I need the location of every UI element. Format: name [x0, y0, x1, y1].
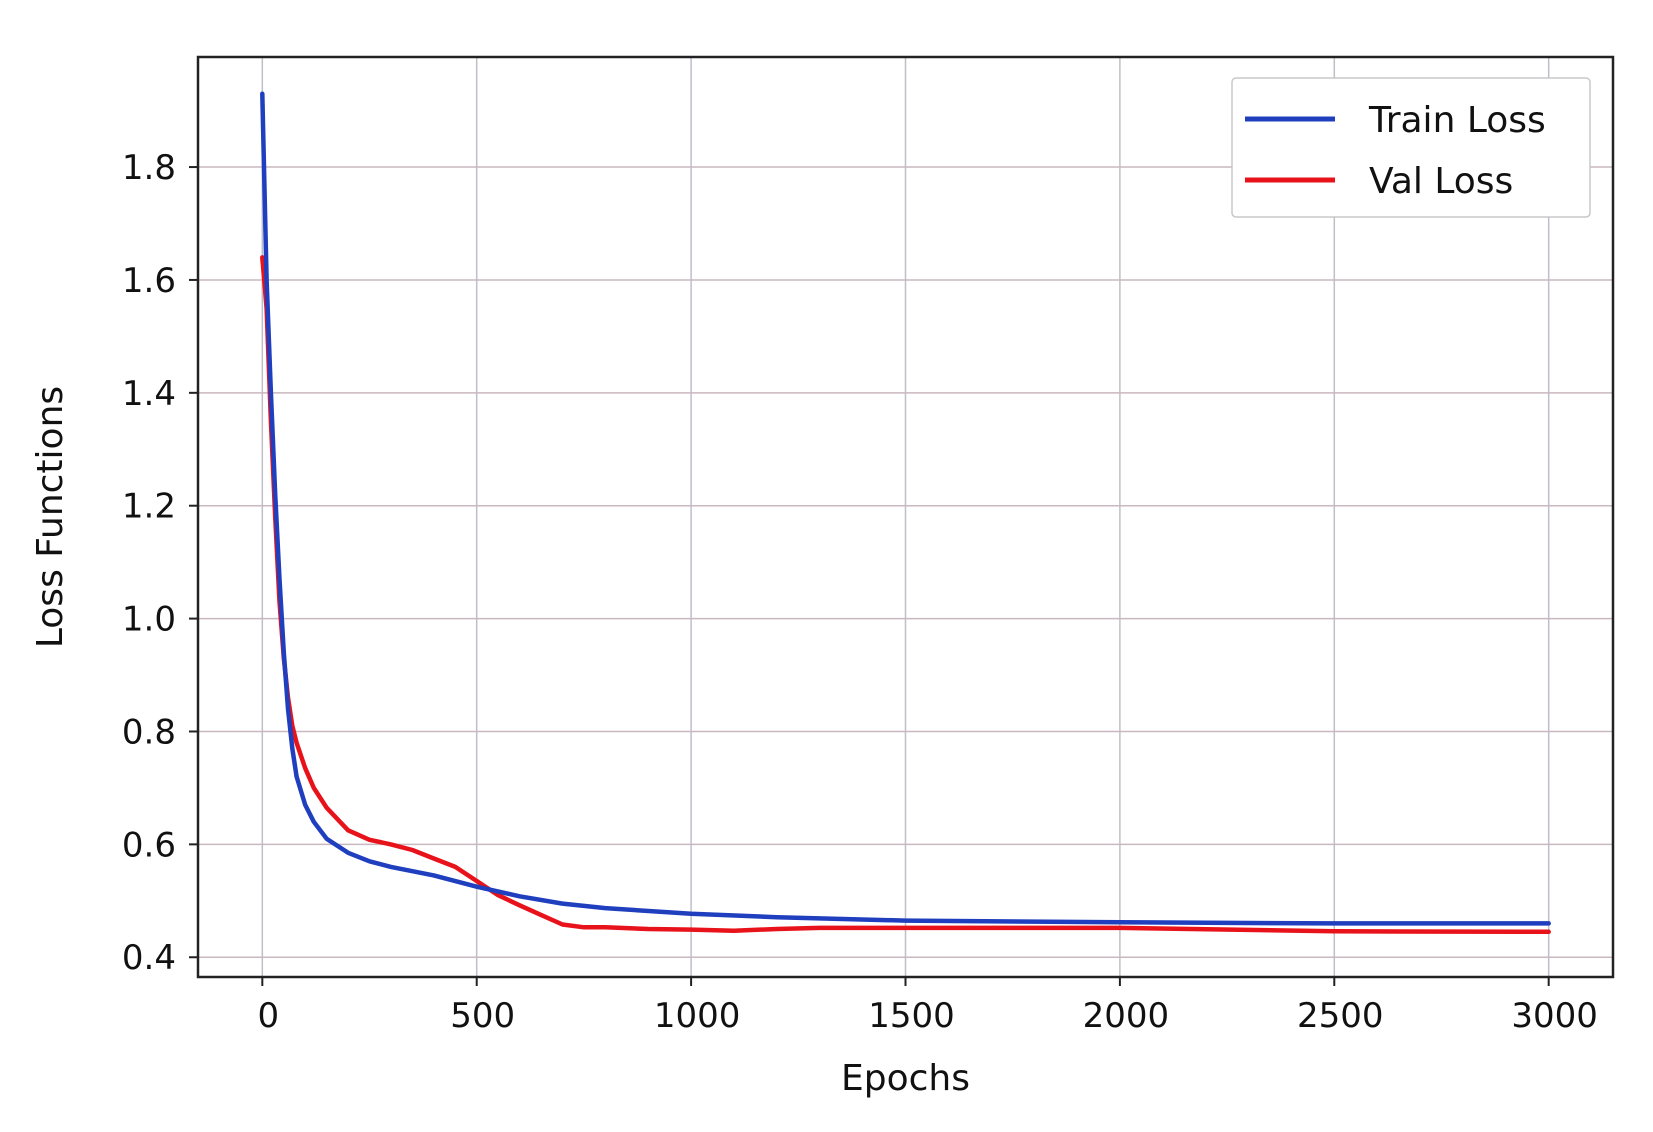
- y-tick-label: 1.8: [122, 148, 176, 188]
- y-axis-label: Loss Functions: [30, 386, 71, 648]
- legend-label-val-loss: Val Loss: [1369, 161, 1513, 202]
- y-tick-label: 1.6: [122, 261, 176, 301]
- x-tick-label: 0: [257, 996, 279, 1036]
- x-tick-label: 1000: [654, 996, 741, 1036]
- y-tick-label: 1.2: [122, 487, 176, 527]
- series-lines: [260, 91, 1551, 935]
- x-tick-label: 1500: [868, 996, 955, 1036]
- x-tick-label: 500: [450, 996, 515, 1036]
- series-line-train-loss: [260, 91, 1551, 926]
- x-axis-label: Epochs: [841, 1058, 970, 1099]
- x-tick-label: 3000: [1511, 996, 1598, 1036]
- ticks: 0 500 1000 1500 2000 2500 3000 0.4 0.6 0.8 1.0 1.2 1…: [122, 148, 1598, 1036]
- y-tick-label: 1.0: [122, 600, 176, 640]
- legend-label-train-loss: Train Loss: [1368, 100, 1546, 141]
- y-tick-label: 0.8: [122, 712, 176, 752]
- y-tick-label: 0.4: [122, 938, 176, 978]
- x-tick-label: 2000: [1083, 996, 1170, 1036]
- y-tick-label: 1.4: [122, 374, 176, 414]
- legend: Train Loss Val Loss: [1231, 77, 1591, 218]
- y-tick-label: 0.6: [122, 825, 176, 865]
- x-tick-label: 2500: [1297, 996, 1384, 1036]
